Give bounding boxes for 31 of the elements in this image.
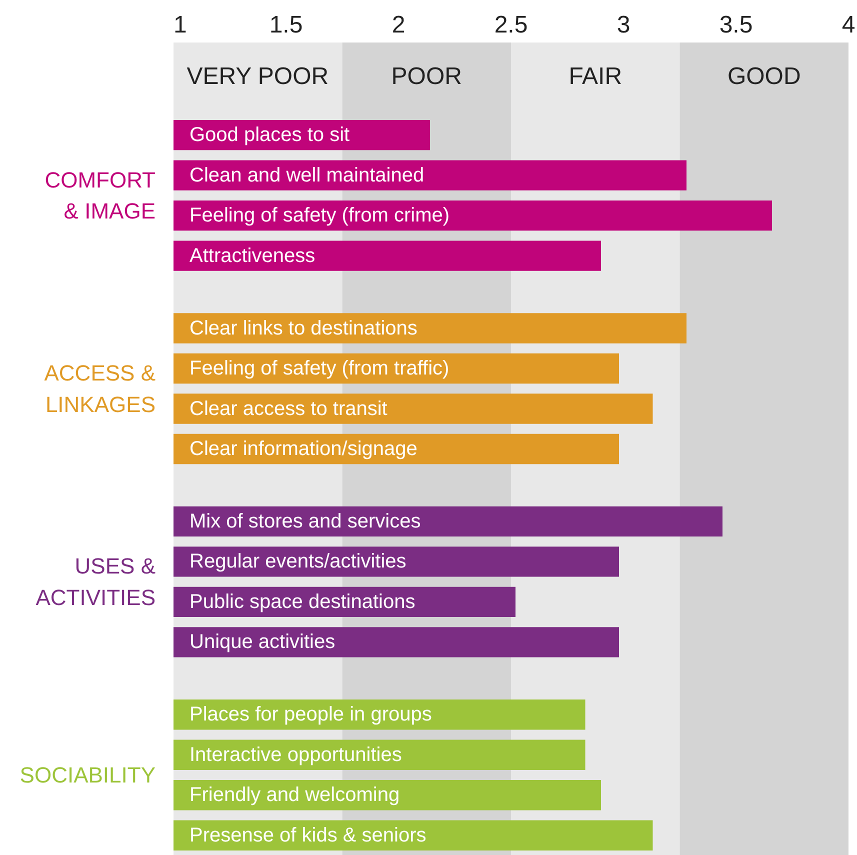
- x-tick-label: 1: [174, 12, 187, 38]
- y-tick-label: Clean and well maintained: [190, 164, 424, 186]
- y-tick-label: Clear access to transit: [190, 398, 388, 420]
- series-label: COMFORT & IMAGE: [44, 167, 156, 224]
- x-tick-label: 3.5: [719, 12, 753, 38]
- band-label: FAIR: [568, 63, 622, 90]
- y-tick-label: Public space destinations: [190, 590, 416, 613]
- x-tick-label: 2.5: [494, 12, 528, 38]
- y-tick-label: Interactive opportunities: [190, 744, 402, 766]
- y-tick-label: Mix of stores and services: [190, 510, 421, 532]
- band-label: GOOD: [727, 63, 801, 90]
- y-tick-label: Attractiveness: [190, 244, 316, 267]
- y-tick-label: Places for people in groups: [190, 704, 432, 726]
- y-tick-label: Friendly and welcoming: [190, 784, 400, 806]
- band-label: VERY POOR: [186, 63, 329, 90]
- band-label: POOR: [391, 63, 462, 90]
- y-tick-label: Presense of kids & seniors: [190, 824, 426, 846]
- y-tick-label: Regular events/activities: [190, 550, 406, 573]
- y-tick-label: Feeling of safety (from traffic): [190, 358, 450, 380]
- y-tick-label: Good places to sit: [190, 124, 350, 146]
- y-tick-label: Clear information/signage: [190, 438, 418, 460]
- series-label: USES & ACTIVITIES: [36, 554, 156, 610]
- x-tick-label: 3: [616, 12, 630, 38]
- y-tick-label: Feeling of safety (from crime): [190, 204, 450, 227]
- x-tick-label: 4: [842, 12, 856, 38]
- x-tick-label: 2: [392, 12, 406, 38]
- y-tick-label: Clear links to destinations: [190, 317, 418, 340]
- x-tick-label: 1.5: [269, 12, 303, 38]
- series-label: SOCIABILITY: [20, 762, 156, 788]
- series-label: ACCESS & LINKAGES: [44, 360, 156, 417]
- y-tick-label: Unique activities: [190, 631, 336, 654]
